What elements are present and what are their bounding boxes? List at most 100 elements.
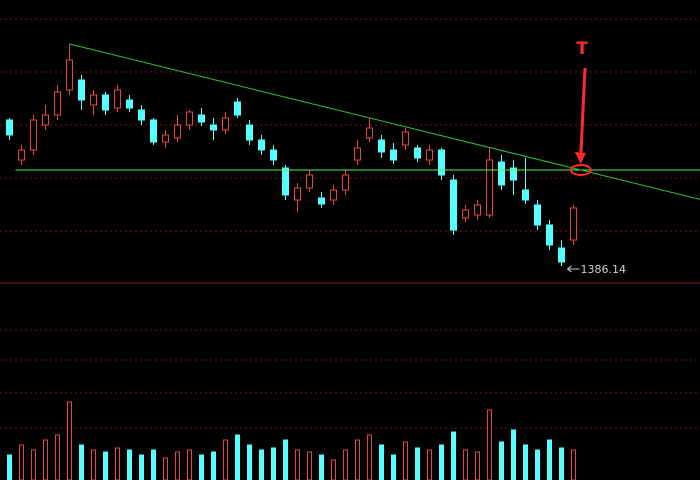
candle-body xyxy=(234,101,241,116)
candle-body xyxy=(210,124,217,131)
volume-bar xyxy=(127,449,132,480)
candle-body xyxy=(162,134,169,143)
volume-bar xyxy=(535,449,540,480)
volume-bar xyxy=(415,447,420,480)
candle-body xyxy=(462,209,469,219)
candle-body xyxy=(522,189,529,201)
candle-body xyxy=(546,224,553,246)
volume-bar xyxy=(31,449,36,480)
volume-bar xyxy=(379,444,384,480)
candle-body xyxy=(78,79,85,101)
volume-bar xyxy=(271,447,276,480)
volume-bar xyxy=(223,439,228,480)
volume-bar xyxy=(331,459,336,480)
trend-line xyxy=(69,43,700,200)
candle-body xyxy=(414,147,421,159)
volume-bar xyxy=(547,439,552,480)
candle-body xyxy=(18,149,25,161)
candle-body xyxy=(510,167,517,181)
volume-bar xyxy=(487,409,492,480)
volume-bar xyxy=(439,444,444,480)
volume-bar xyxy=(79,444,84,480)
candle-body xyxy=(294,187,301,201)
candle-body xyxy=(198,114,205,123)
candle-body xyxy=(534,204,541,226)
volume-bar xyxy=(115,447,120,480)
candle-body xyxy=(126,99,133,109)
volume-bar xyxy=(499,441,504,480)
candle-body xyxy=(258,139,265,151)
candle-body xyxy=(30,119,37,151)
volume-bar xyxy=(367,434,372,480)
volume-bar xyxy=(307,451,312,480)
intersection-marker xyxy=(569,164,592,176)
volume-bar xyxy=(103,451,108,480)
candle-body xyxy=(558,247,565,263)
volume-bar xyxy=(427,449,432,480)
candle-body xyxy=(450,179,457,231)
candle-body xyxy=(282,167,289,196)
candle-body xyxy=(246,124,253,141)
candle-body xyxy=(138,109,145,121)
volume-bar xyxy=(355,439,360,480)
candle-body xyxy=(114,89,121,109)
volume-bar xyxy=(511,429,516,480)
volume-bar xyxy=(187,449,192,480)
volume-bar xyxy=(175,451,180,480)
candle-body xyxy=(102,94,109,111)
volume-bar xyxy=(523,444,528,480)
volume-bar xyxy=(55,434,60,480)
candle-body xyxy=(438,149,445,176)
annotation-arrowhead xyxy=(574,152,586,164)
volume-bar xyxy=(475,451,480,480)
volume-bar xyxy=(403,441,408,480)
volume-bar xyxy=(391,454,396,480)
volume-bar xyxy=(319,454,324,480)
volume-bar xyxy=(7,454,12,480)
candle-body xyxy=(270,149,277,161)
candle-body xyxy=(54,91,61,116)
candle-body xyxy=(498,161,505,186)
volume-bar xyxy=(571,449,576,480)
candle-body xyxy=(150,119,157,143)
annotation-arrow xyxy=(579,67,587,157)
candle-body xyxy=(186,111,193,126)
annotation-label: T xyxy=(576,39,588,59)
candle-body xyxy=(474,204,481,216)
volume-bar xyxy=(247,444,252,480)
candle-body xyxy=(42,114,49,126)
volume-bar xyxy=(295,449,300,480)
grid xyxy=(0,18,700,429)
volume-bar xyxy=(559,447,564,480)
candle-body xyxy=(66,59,73,91)
volume-bar xyxy=(463,449,468,480)
candle-body xyxy=(222,117,229,131)
volume-bar xyxy=(199,454,204,480)
candle-body xyxy=(6,119,13,136)
candle-body xyxy=(486,159,493,216)
volume-bar xyxy=(235,434,240,480)
volume-bar xyxy=(211,451,216,480)
volume-bar xyxy=(451,431,456,480)
volume-bar xyxy=(43,439,48,480)
volume-bar xyxy=(163,457,168,480)
candle-body xyxy=(354,147,361,161)
candle-body xyxy=(90,94,97,106)
volume-bar xyxy=(283,439,288,480)
volume-bar xyxy=(259,449,264,480)
volume-bar xyxy=(91,449,96,480)
volume-bar xyxy=(19,444,24,480)
low-label: 1386.14 xyxy=(581,263,627,276)
low-pointer-head xyxy=(566,265,572,273)
candle-body xyxy=(426,149,433,161)
candle-body xyxy=(366,127,373,139)
candle-body xyxy=(330,189,337,201)
volume-bar xyxy=(139,454,144,480)
volume-bar xyxy=(151,449,156,480)
candle-body xyxy=(318,197,325,205)
candle-body xyxy=(390,149,397,161)
candle-body xyxy=(342,174,349,191)
candle-body xyxy=(378,139,385,153)
candle-body xyxy=(306,174,313,189)
